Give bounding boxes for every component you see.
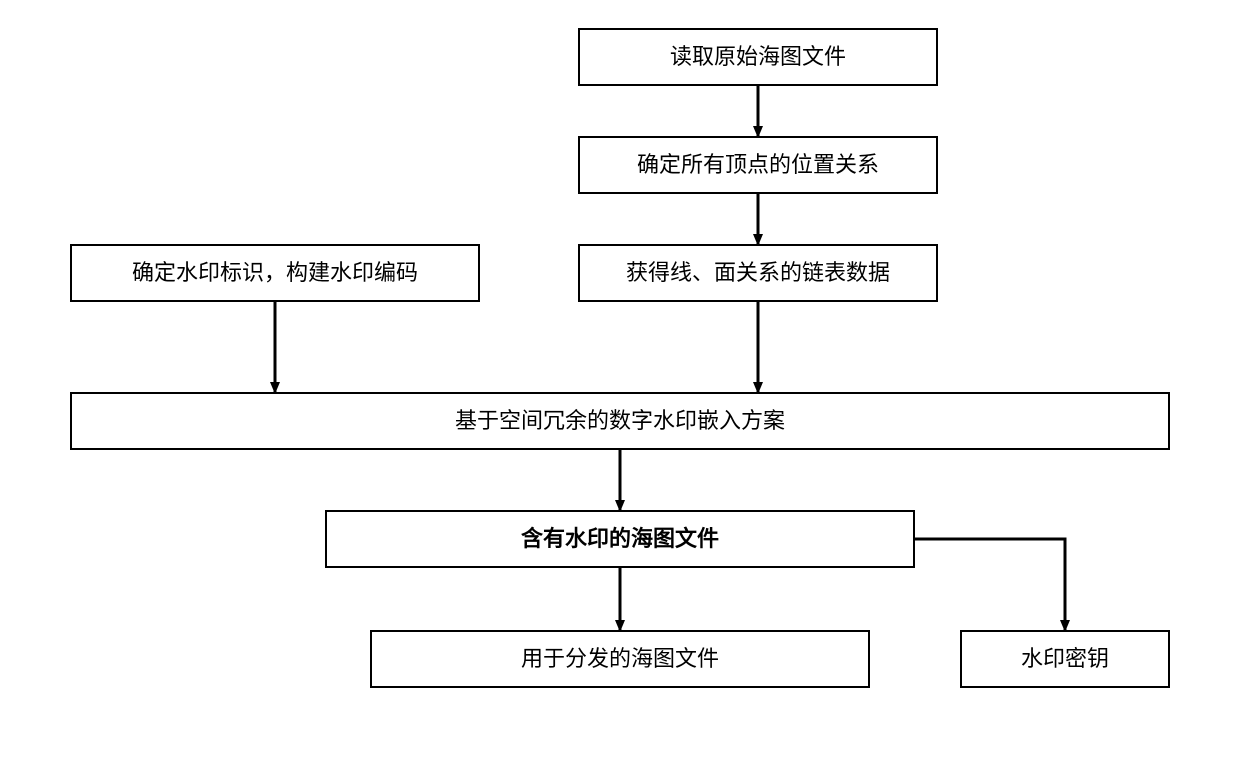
- flowchart-node-n3: 获得线、面关系的链表数据: [578, 244, 938, 302]
- flowchart-node-n7: 用于分发的海图文件: [370, 630, 870, 688]
- flowchart-node-n2: 确定所有顶点的位置关系: [578, 136, 938, 194]
- flowchart-node-label: 含有水印的海图文件: [521, 525, 719, 554]
- flowchart-node-label: 用于分发的海图文件: [521, 645, 719, 674]
- flowchart-node-n4: 确定水印标识，构建水印编码: [70, 244, 480, 302]
- flowchart-edge-6: [915, 539, 1065, 630]
- flowchart-node-n1: 读取原始海图文件: [578, 28, 938, 86]
- flowchart-node-label: 基于空间冗余的数字水印嵌入方案: [455, 407, 785, 436]
- flowchart-node-label: 确定所有顶点的位置关系: [637, 151, 879, 180]
- flowchart-node-n5: 基于空间冗余的数字水印嵌入方案: [70, 392, 1170, 450]
- flowchart-node-label: 确定水印标识，构建水印编码: [132, 259, 418, 288]
- flowchart-node-label: 获得线、面关系的链表数据: [626, 259, 890, 288]
- flowchart-node-label: 水印密钥: [1021, 645, 1109, 674]
- flowchart-node-n6: 含有水印的海图文件: [325, 510, 915, 568]
- flowchart-node-label: 读取原始海图文件: [670, 43, 846, 72]
- flowchart-node-n8: 水印密钥: [960, 630, 1170, 688]
